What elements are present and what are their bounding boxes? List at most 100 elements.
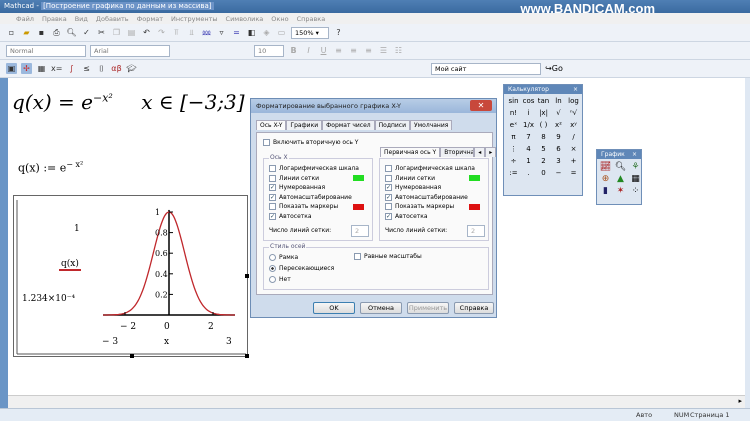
component-icon[interactable]: ◧: [247, 28, 256, 37]
y_axis-option[interactable]: ✓ Нумерованная: [385, 183, 488, 193]
calc-key[interactable]: sin: [508, 97, 519, 105]
matrix-toolbar-icon[interactable]: ▦: [37, 64, 46, 73]
definition-region[interactable]: q(x) := e− x²: [18, 160, 83, 175]
graph-toolbar-icon[interactable]: ✢: [21, 63, 32, 74]
color-swatch[interactable]: [469, 203, 480, 210]
insert-icon[interactable]: ◈: [263, 28, 270, 37]
align-right-icon[interactable]: ≡: [365, 46, 372, 55]
secondary-y-checkbox[interactable]: Включить вторичную ось Y: [263, 138, 358, 148]
save-icon[interactable]: ▪: [38, 28, 45, 37]
checkbox[interactable]: [269, 203, 276, 211]
help-icon[interactable]: ?: [336, 28, 341, 37]
color-swatch[interactable]: [469, 175, 480, 182]
calc-key[interactable]: ⁿ√: [569, 109, 578, 117]
checkbox[interactable]: ✓: [385, 212, 392, 220]
spellcheck-icon[interactable]: ✓: [83, 28, 90, 37]
greek-toolbar-icon[interactable]: αβ: [111, 64, 122, 73]
radio[interactable]: [269, 265, 276, 272]
y_axis-option[interactable]: Линии сетки: [385, 174, 488, 184]
axis-style-radio[interactable]: Нет: [269, 274, 334, 285]
trace-icon[interactable]: ⚘: [631, 162, 640, 172]
contour-plot-icon[interactable]: ▦: [631, 174, 640, 184]
style-select[interactable]: Normal: [6, 44, 86, 57]
calc-key[interactable]: eˣ: [509, 121, 518, 129]
scroll-right-icon[interactable]: ▸: [738, 397, 742, 405]
tab-2[interactable]: Формат чисел: [322, 120, 375, 130]
surface-plot-icon[interactable]: ▲: [617, 174, 624, 184]
close-icon[interactable]: ×: [572, 86, 578, 93]
menu-4[interactable]: Формат: [136, 14, 164, 23]
calc-key[interactable]: 8: [541, 133, 546, 141]
horizontal-scrollbar[interactable]: ▸: [8, 395, 745, 408]
tab-secondary-y[interactable]: Вторичная: [440, 147, 475, 157]
calc-key[interactable]: −: [555, 169, 562, 177]
calc-key[interactable]: cos: [522, 97, 535, 105]
polar-plot-icon[interactable]: ⊕: [601, 174, 610, 184]
calc-key[interactable]: 1: [526, 157, 531, 165]
tab-4[interactable]: Умолчания: [410, 120, 453, 130]
xy-plot-icon[interactable]: 📈︎: [599, 162, 612, 172]
close-icon[interactable]: ✕: [470, 100, 492, 111]
symbolic-toolbar-icon[interactable]: 🎓︎: [126, 64, 137, 73]
x_axis-option[interactable]: ✓ Автомасштабирование: [269, 193, 372, 203]
legend-q[interactable]: q(x): [59, 259, 81, 271]
font-size-select[interactable]: 10: [254, 44, 284, 57]
copy-icon[interactable]: ❐: [112, 28, 121, 37]
calc-key[interactable]: 7: [526, 133, 531, 141]
x-axis-label[interactable]: x: [164, 337, 170, 347]
bold-icon[interactable]: B: [290, 46, 297, 55]
y_axis-option[interactable]: Логарифмическая шкала: [385, 164, 488, 174]
evaluation-toolbar-icon[interactable]: x=: [51, 64, 63, 73]
undo-icon[interactable]: ↶: [143, 28, 150, 37]
menu-0[interactable]: Файл: [16, 14, 34, 23]
calc-key[interactable]: :=: [509, 169, 518, 177]
y-min-label[interactable]: 1.234×10⁻⁴: [22, 294, 76, 304]
calc-key[interactable]: ( ): [539, 121, 548, 129]
close-icon[interactable]: ×: [631, 151, 637, 158]
calculus-toolbar-icon[interactable]: ∫: [69, 64, 74, 73]
checkbox[interactable]: ✓: [385, 184, 392, 192]
checkbox[interactable]: ✓: [269, 212, 276, 220]
preview-icon[interactable]: 🔍︎: [66, 28, 77, 37]
checkbox[interactable]: ✓: [385, 193, 392, 201]
align-down-icon[interactable]: ⫫: [189, 28, 194, 37]
tab-0[interactable]: Ось X-Y: [256, 120, 287, 130]
vector-field-icon[interactable]: ✶: [616, 186, 625, 196]
y_axis-option[interactable]: ✓ Автомасштабирование: [385, 193, 488, 203]
calc-key[interactable]: 4: [526, 145, 531, 153]
menu-1[interactable]: Правка: [41, 14, 67, 23]
zoom-select[interactable]: 150% ▾: [291, 26, 329, 39]
y_axis-option[interactable]: ✓ Автосетка: [385, 212, 488, 222]
calc-key[interactable]: 0: [541, 169, 546, 177]
menu-5[interactable]: Инструменты: [171, 14, 218, 23]
bullets-icon[interactable]: ☰: [379, 46, 388, 55]
bar-plot-icon[interactable]: ▮: [603, 186, 608, 196]
x_axis-option[interactable]: ✓ Нумерованная: [269, 183, 372, 193]
calc-key[interactable]: xʸ: [570, 121, 577, 129]
x-grid-count-input[interactable]: 2: [351, 225, 369, 237]
x_axis-option[interactable]: Линии сетки: [269, 174, 372, 184]
calc-key[interactable]: ⋮: [510, 145, 517, 153]
calc-key[interactable]: 2: [541, 157, 546, 165]
y_axis-option[interactable]: Показать маркеры: [385, 202, 488, 212]
x-min-label[interactable]: − 3: [102, 337, 119, 347]
calc-key[interactable]: .: [527, 169, 530, 177]
numbering-icon[interactable]: ☷: [394, 46, 403, 55]
tab-scroll-right-icon[interactable]: ▸: [485, 147, 497, 157]
x_axis-option[interactable]: Показать маркеры: [269, 202, 372, 212]
radio[interactable]: [269, 276, 276, 283]
radio[interactable]: [269, 254, 276, 261]
print-icon[interactable]: ⎙: [53, 28, 60, 37]
y-grid-count-input[interactable]: 2: [467, 225, 485, 237]
site-select[interactable]: Мой сайт: [431, 62, 541, 75]
menu-7[interactable]: Окно: [271, 14, 289, 23]
calc-key[interactable]: |x|: [539, 109, 548, 117]
apply-button[interactable]: Применить: [407, 302, 449, 314]
calc-key[interactable]: +: [570, 157, 577, 165]
calc-key[interactable]: x²: [555, 121, 562, 129]
checkbox[interactable]: ✓: [269, 193, 276, 201]
boolean-toolbar-icon[interactable]: ≤: [83, 64, 90, 73]
underline-icon[interactable]: U: [320, 46, 327, 55]
italic-icon[interactable]: I: [307, 46, 310, 55]
checkbox[interactable]: ✓: [269, 184, 276, 192]
